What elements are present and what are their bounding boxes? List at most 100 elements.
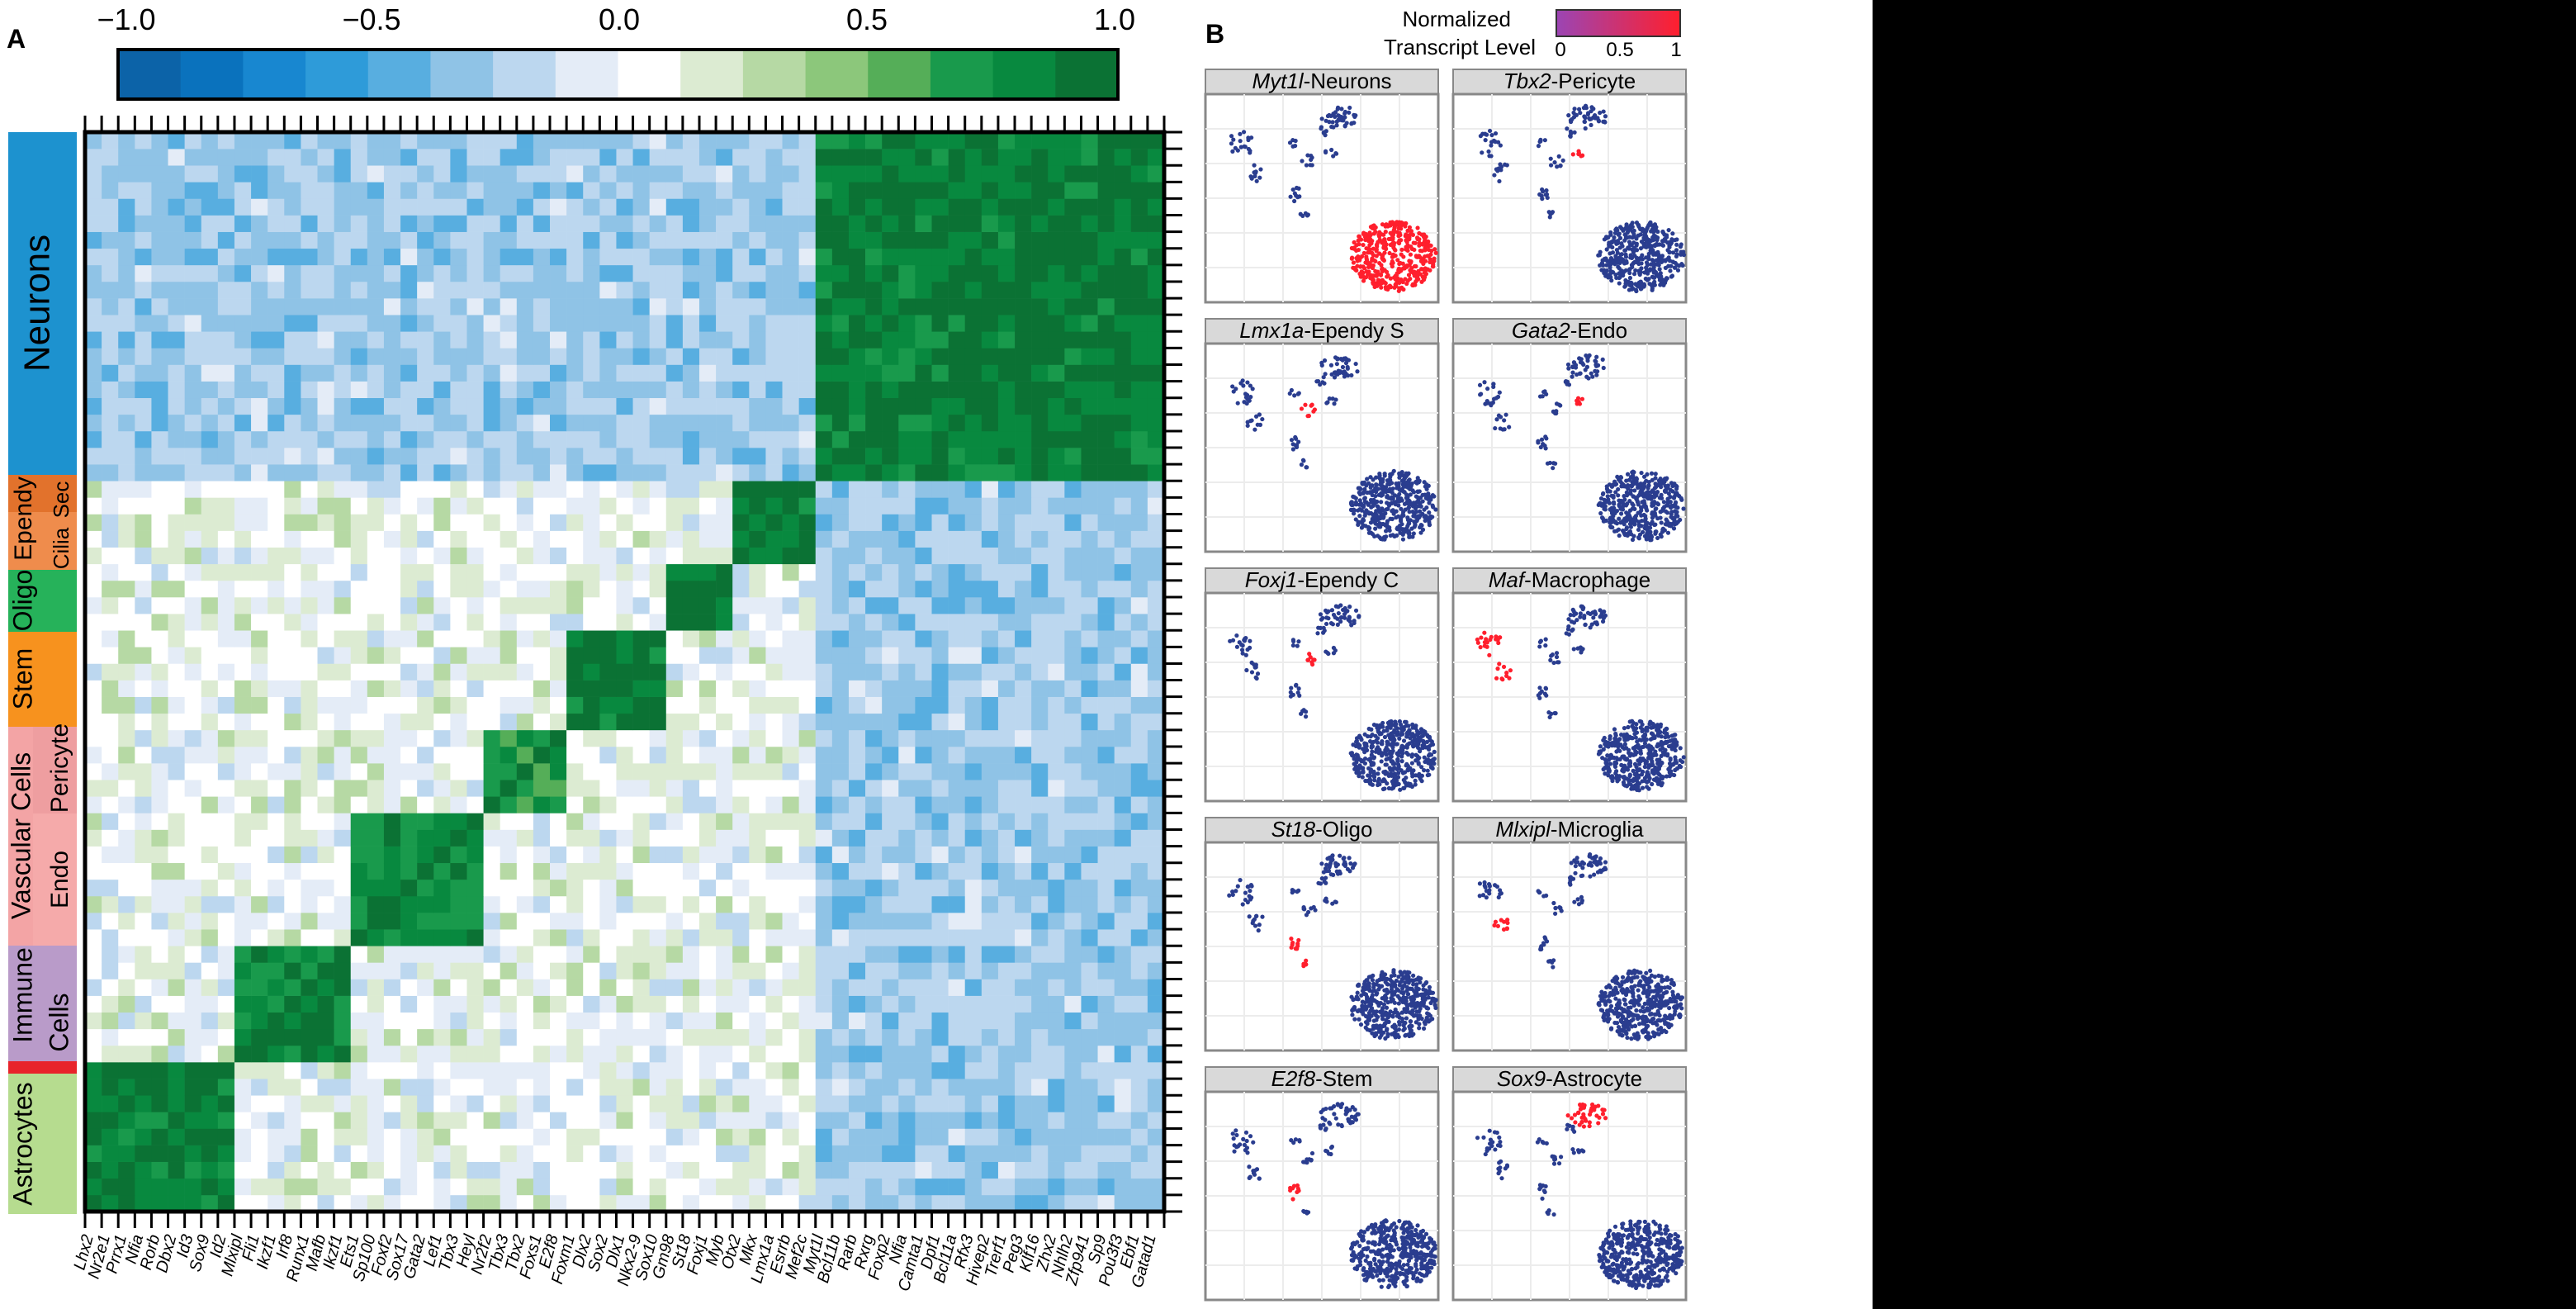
heatmap-cell xyxy=(268,630,285,647)
heatmap-cell xyxy=(500,448,518,465)
heatmap-cell xyxy=(350,796,368,813)
heatmap-cell xyxy=(583,414,600,432)
group-band xyxy=(8,1061,77,1074)
heatmap-cell xyxy=(964,1028,983,1046)
heatmap-cell xyxy=(483,580,500,598)
heatmap-cell xyxy=(765,381,783,399)
heatmap-cell xyxy=(383,696,401,714)
tsne-point xyxy=(1294,185,1300,191)
heatmap-cell xyxy=(698,580,717,598)
heatmap-cell xyxy=(865,995,883,1013)
heatmap-cell xyxy=(184,264,202,282)
correlation-heatmap xyxy=(83,130,1167,1214)
heatmap-cell xyxy=(616,1045,633,1063)
heatmap-cell xyxy=(898,132,916,149)
heatmap-cell xyxy=(334,1028,352,1046)
heatmap-cell xyxy=(898,481,916,498)
heatmap-cell xyxy=(135,614,152,631)
heatmap-cell xyxy=(383,397,401,415)
heatmap-cell xyxy=(649,1012,667,1030)
heatmap-cell xyxy=(831,995,850,1013)
heatmap-cell xyxy=(882,763,899,780)
heatmap-cell xyxy=(184,1128,202,1145)
heatmap-cell xyxy=(882,580,899,598)
heatmap-cell xyxy=(201,315,219,332)
heatmap-cell xyxy=(616,630,633,647)
heatmap-cell xyxy=(1097,597,1115,614)
heatmap-cell xyxy=(334,895,352,913)
heatmap-cell xyxy=(865,1128,883,1145)
heatmap-cell xyxy=(367,1145,385,1162)
heatmap-cell xyxy=(798,614,817,631)
heatmap-cell xyxy=(201,979,219,996)
heatmap-cell xyxy=(931,264,949,282)
heatmap-cell xyxy=(732,813,750,830)
heatmap-cell xyxy=(433,946,451,963)
heatmap-cell xyxy=(1081,298,1098,315)
tsne-point xyxy=(1238,139,1243,144)
heatmap-cell xyxy=(1048,895,1065,913)
heatmap-cell xyxy=(616,1112,633,1129)
heatmap-cell xyxy=(649,962,667,979)
heatmap-cell xyxy=(765,530,783,548)
heatmap-cell xyxy=(217,464,235,481)
heatmap-cell xyxy=(599,132,617,149)
heatmap-cell xyxy=(765,248,783,266)
heatmap-cell xyxy=(550,348,567,365)
heatmap-cell xyxy=(599,1045,617,1063)
heatmap-cell xyxy=(1147,929,1165,946)
group-label: Vascular Cells xyxy=(6,752,36,919)
heatmap-cell xyxy=(948,182,966,199)
heatmap-cell xyxy=(350,397,368,415)
tsne-point xyxy=(1422,275,1428,280)
heatmap-cell xyxy=(1031,182,1049,199)
heatmap-cell xyxy=(317,231,334,249)
heatmap-cell xyxy=(516,248,534,266)
heatmap-cell xyxy=(234,497,252,515)
heatmap-cell xyxy=(1114,149,1132,166)
heatmap-cell xyxy=(882,331,899,349)
heatmap-cell xyxy=(102,547,119,565)
heatmap-cell xyxy=(665,448,684,465)
heatmap-cell xyxy=(450,1178,467,1196)
heatmap-cell xyxy=(716,663,733,681)
heatmap-cell xyxy=(649,414,667,432)
heatmap-cell xyxy=(516,1194,534,1212)
heatmap-cell xyxy=(649,763,667,780)
heatmap-cell xyxy=(350,763,368,780)
heatmap-cell xyxy=(865,829,883,847)
heatmap-cell xyxy=(749,1095,766,1112)
heatmap-cell xyxy=(483,530,500,548)
heatmap-cell xyxy=(566,315,584,332)
heatmap-cell xyxy=(981,696,999,714)
heatmap-cell xyxy=(268,1062,285,1079)
heatmap-cell xyxy=(716,248,733,266)
heatmap-cell xyxy=(716,796,733,813)
heatmap-cell xyxy=(782,298,799,315)
heatmap-cell xyxy=(997,1145,1016,1162)
heatmap-cell xyxy=(798,149,817,166)
heatmap-cell xyxy=(599,281,617,299)
heatmap-cell xyxy=(732,614,750,631)
heatmap-cell xyxy=(898,1194,916,1212)
heatmap-cell xyxy=(85,281,102,299)
heatmap-cell xyxy=(102,1079,119,1096)
heatmap-cell xyxy=(483,481,500,498)
heatmap-cell xyxy=(1130,149,1148,166)
heatmap-cell xyxy=(135,580,152,598)
heatmap-cell xyxy=(749,215,766,232)
heatmap-cell xyxy=(367,1012,385,1030)
heatmap-cell xyxy=(981,315,999,332)
heatmap-cell xyxy=(915,231,932,249)
heatmap-cell xyxy=(599,547,617,565)
heatmap-cell xyxy=(682,729,700,747)
heatmap-cell xyxy=(831,264,850,282)
heatmap-cell xyxy=(450,647,467,664)
heatmap-cell xyxy=(85,962,102,979)
heatmap-cell xyxy=(1048,149,1065,166)
heatmap-cell xyxy=(682,879,700,897)
heatmap-cell xyxy=(550,1178,567,1196)
heatmap-cell xyxy=(168,614,185,631)
heatmap-cell xyxy=(931,430,949,448)
heatmap-cell xyxy=(400,580,418,598)
